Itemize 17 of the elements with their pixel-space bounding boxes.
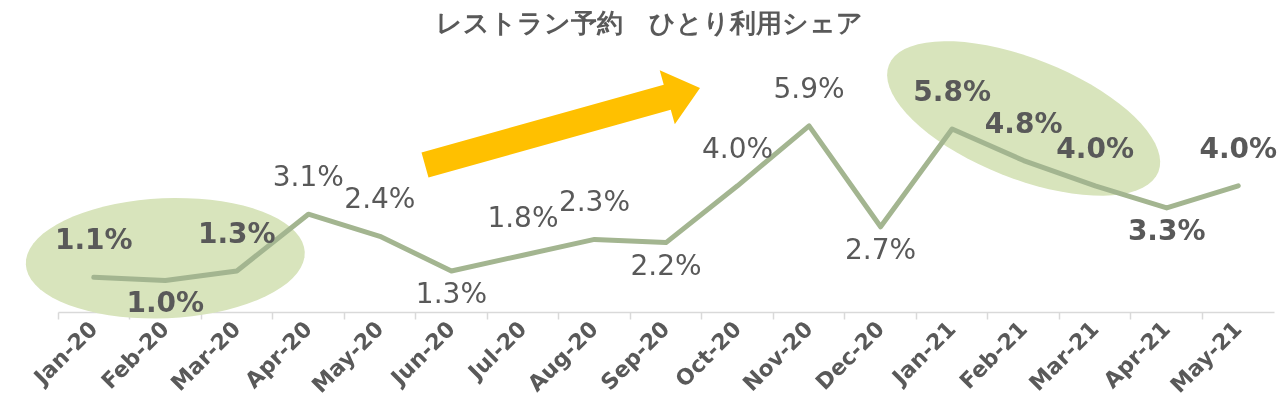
data-label: 5.9%: [773, 71, 845, 105]
data-label: 4.0%: [701, 131, 774, 165]
data-label: 4.8%: [984, 106, 1063, 140]
data-label: 3.1%: [272, 160, 344, 194]
data-label: 3.3%: [1127, 213, 1206, 247]
data-label: 2.7%: [845, 232, 917, 266]
data-label: 2.3%: [558, 185, 631, 219]
data-label: 1.3%: [198, 216, 276, 250]
data-label: 5.8%: [913, 75, 991, 108]
chart-title: レストラン予約 ひとり利用シェア: [435, 8, 863, 39]
data-label: 2.2%: [630, 248, 702, 282]
data-label: 1.1%: [54, 223, 133, 257]
data-label: 1.0%: [126, 286, 205, 320]
data-label: 4.0%: [1199, 131, 1278, 165]
data-label: 1.3%: [415, 276, 487, 310]
data-label: 1.8%: [487, 201, 559, 235]
data-label: 2.4%: [344, 182, 416, 216]
